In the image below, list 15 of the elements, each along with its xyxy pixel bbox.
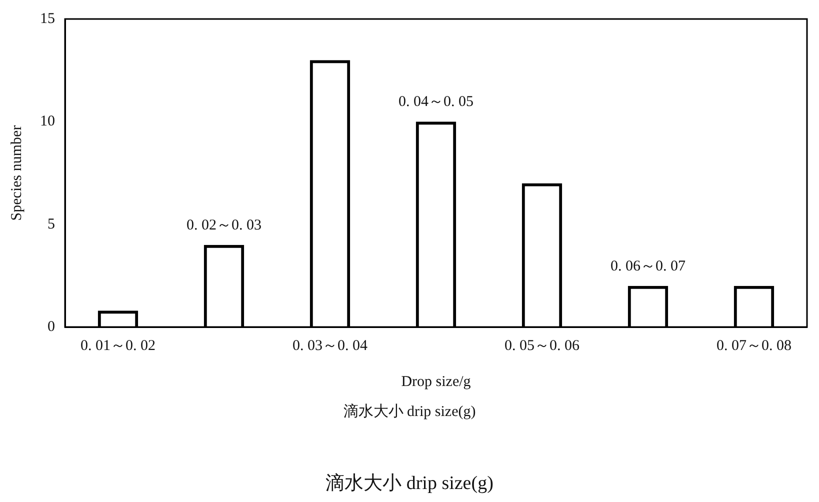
- x-tick-label: 0. 06～0. 07: [610, 258, 686, 274]
- y-tick-label: 15: [40, 10, 55, 27]
- y-tick-label: 5: [48, 216, 55, 232]
- y-tick-label: 10: [40, 114, 55, 130]
- text: 滴水大小 drip size(g): [342, 402, 477, 421]
- x-tick-label: 0. 04～0. 05: [398, 94, 474, 110]
- x-tick-label: 0. 07～0. 08: [716, 338, 792, 354]
- x-axis-title: Drop size/g: [401, 374, 472, 390]
- x-tick-label: 0. 05～0. 06: [504, 338, 580, 354]
- y-axis-title: Species number: [8, 125, 25, 221]
- text: 滴水大小 drip size(g): [324, 472, 494, 496]
- y-tick-label: 0: [48, 318, 55, 335]
- x-tick-label: 0. 03～0. 04: [292, 338, 368, 354]
- x-tick-label: 0. 02～0. 03: [186, 217, 262, 234]
- x-tick-label: 0. 01～0. 02: [80, 338, 156, 354]
